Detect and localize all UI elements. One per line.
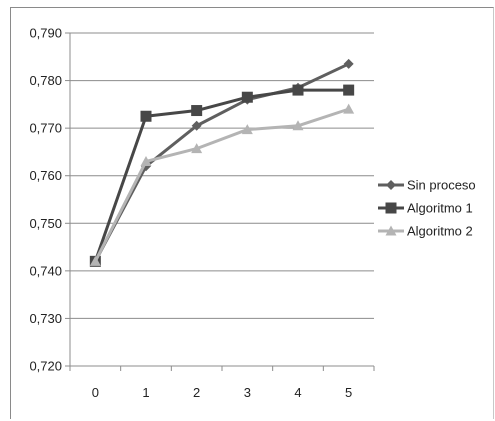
data-point <box>343 84 355 96</box>
legend: Sin proceso Algoritmo 1 Algoritmo 2 <box>378 178 476 239</box>
legend-label: Algoritmo 1 <box>407 201 473 216</box>
y-tick-label: 0,760 <box>29 168 62 183</box>
data-point <box>343 103 355 114</box>
data-point <box>343 58 354 69</box>
legend-swatch-marker <box>386 180 396 190</box>
y-tick-labels: 0,720 0,730 0,740 0,750 0,760 0,770 0,780 0,790 <box>29 26 62 374</box>
data-point <box>292 84 304 96</box>
series-lines <box>89 58 355 267</box>
series-line <box>93 107 350 263</box>
y-tick-label: 0,780 <box>29 73 62 88</box>
chart-frame <box>10 7 494 419</box>
legend-item: Algoritmo 2 <box>378 224 473 239</box>
x-tick-label: 2 <box>193 385 200 400</box>
grid-lines <box>70 32 374 319</box>
y-tick-label: 0,720 <box>29 359 62 374</box>
legend-item: Algoritmo 1 <box>378 201 473 216</box>
data-point <box>191 105 203 117</box>
x-tick-label: 5 <box>345 385 352 400</box>
data-point <box>140 155 152 166</box>
y-tick-label: 0,750 <box>29 216 62 231</box>
data-point <box>241 91 253 103</box>
data-point <box>191 120 202 131</box>
y-tick-label: 0,740 <box>29 263 62 278</box>
y-tick-label: 0,770 <box>29 121 62 136</box>
x-tick-labels: 0 1 2 3 4 5 <box>92 385 353 400</box>
series-line <box>93 88 349 262</box>
x-tick-label: 0 <box>92 385 99 400</box>
y-tick-label: 0,730 <box>29 311 62 326</box>
data-point <box>191 143 203 154</box>
legend-swatch-marker <box>385 202 397 214</box>
legend-label: Sin proceso <box>407 178 476 193</box>
legend-item: Sin proceso <box>378 178 476 193</box>
x-tick-label: 1 <box>142 385 149 400</box>
data-point <box>241 124 253 135</box>
data-point <box>140 110 152 122</box>
x-tick-label: 3 <box>244 385 251 400</box>
legend-label: Algoritmo 2 <box>407 224 473 239</box>
axes <box>65 32 375 371</box>
legend-swatch-marker <box>385 225 397 236</box>
data-point <box>89 255 101 266</box>
series-line <box>94 62 350 263</box>
y-tick-label: 0,790 <box>29 26 62 41</box>
data-point <box>292 120 304 131</box>
series-algoritmo-2 <box>89 103 355 266</box>
x-tick-label: 4 <box>294 385 301 400</box>
